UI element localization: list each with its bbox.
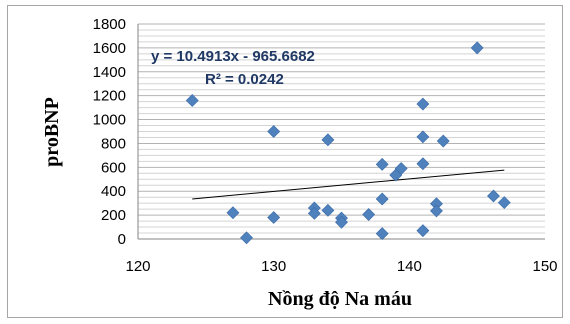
- data-point: [430, 204, 443, 218]
- x-tick-labels: 120 130 140 150: [125, 258, 557, 275]
- data-point: [267, 125, 281, 138]
- y-tick-label: 600: [101, 159, 126, 176]
- y-tick-label: 200: [101, 207, 126, 224]
- data-point: [416, 157, 430, 171]
- trendline-equation: y = 10.4913x - 965.6682: [151, 48, 315, 65]
- y-tick-label: 1600: [93, 40, 126, 57]
- data-point: [375, 157, 389, 171]
- data-point: [267, 211, 281, 224]
- trendline: [192, 169, 505, 200]
- data-point: [416, 224, 430, 238]
- x-tick-label: 120: [125, 258, 150, 275]
- y-tick-label: 400: [101, 183, 126, 200]
- x-axis-title: Nồng độ Na máu: [268, 288, 412, 310]
- x-tick-label: 140: [397, 258, 422, 275]
- data-point: [362, 208, 376, 221]
- y-tick-labels: 0 200 400 600 800 1000 1200 1400 1600 1800: [93, 16, 126, 248]
- data-point: [470, 41, 484, 55]
- x-tick-label: 130: [261, 258, 286, 275]
- data-point: [335, 215, 348, 229]
- data-point: [416, 130, 430, 144]
- data-point: [307, 206, 321, 220]
- y-tick-label: 800: [101, 135, 126, 152]
- y-tick-label: 1800: [93, 16, 126, 33]
- data-point: [487, 189, 500, 203]
- data-point: [497, 196, 511, 209]
- y-tick-label: 0: [118, 231, 126, 248]
- data-point: [375, 192, 389, 206]
- y-tick-label: 1200: [93, 88, 126, 105]
- data-point: [240, 231, 253, 245]
- y-axis-title: proBNP: [41, 97, 63, 167]
- data-point: [416, 97, 430, 111]
- data-point: [394, 162, 408, 175]
- data-point: [185, 94, 199, 107]
- data-point: [321, 203, 335, 217]
- y-tick-label: 1400: [93, 64, 126, 81]
- x-tick-label: 150: [532, 258, 557, 275]
- data-point: [226, 206, 240, 220]
- data-point: [375, 227, 389, 241]
- r-squared-label: R² = 0.0242: [205, 71, 284, 88]
- y-tick-label: 1000: [93, 112, 126, 129]
- data-points: [185, 41, 511, 245]
- data-point: [321, 133, 335, 147]
- data-point: [436, 134, 450, 148]
